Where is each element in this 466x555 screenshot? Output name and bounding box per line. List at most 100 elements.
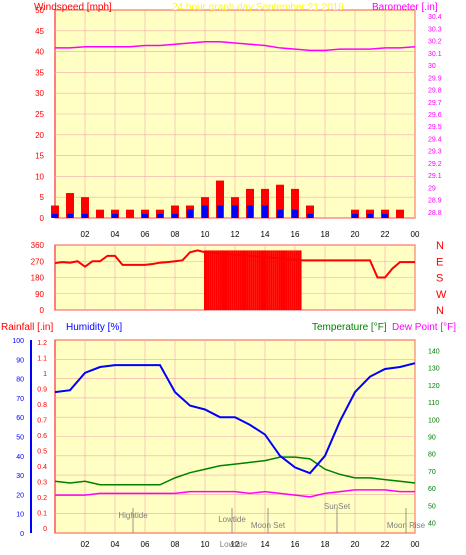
p2-left-tick-label: 360 (31, 241, 45, 250)
p1-right-tick-label: 29.2 (428, 161, 442, 168)
rainfall-tick-label: 0.8 (37, 402, 47, 409)
wind-speed-bar (52, 213, 58, 218)
temperature-tick-label: 110 (428, 400, 439, 407)
wind-speed-bar (352, 213, 358, 218)
wind-gust-bar (51, 205, 59, 218)
wind-speed-bar (202, 205, 208, 218)
wind-speed-bar (187, 209, 193, 218)
panel2-series (54, 249, 415, 310)
temperature-tick-label: 120 (428, 383, 440, 390)
p1-right-tick-label: 28.9 (428, 198, 442, 205)
p1-right-tick-label: 29.8 (428, 88, 442, 95)
wind-speed-bar (232, 205, 238, 218)
p1-right-tick-label: 29.7 (428, 100, 442, 107)
panel3-ticks: 02 04 06 08 10 12 14 16 18 20 22 000102030405060708… (12, 338, 439, 549)
p1-right-tick-label: 29.4 (428, 136, 442, 143)
rainfall-tick-label: 1 (43, 371, 47, 378)
rainfall-tick-label: 1.1 (37, 356, 47, 363)
graph-title: 24 hour graph day September 21 2019 (172, 2, 344, 13)
astro-marker-label: Lowtide (220, 540, 248, 549)
temperature-tick-label: 80 (428, 452, 436, 459)
temperature-tick-label: 70 (428, 469, 436, 476)
astro-marker-label: Lowtide (218, 515, 246, 524)
astro-marker-label: SunSet (324, 502, 351, 511)
p3-xtick-label: 10 (201, 540, 210, 549)
p1-left-tick-label: 30 (35, 89, 44, 98)
p1-right-tick-label: 28.8 (428, 210, 442, 217)
wind-gust-bar (246, 188, 254, 218)
wind-gust-bar (171, 205, 179, 218)
p1-xtick-label: 08 (171, 230, 180, 239)
humidity-tick-label: 30 (16, 473, 24, 480)
p3-xtick-label: 22 (381, 540, 390, 549)
p2-left-tick-label: 180 (31, 274, 45, 283)
p1-xtick-label: 04 (111, 230, 120, 239)
humidity-tick-label: 10 (16, 512, 24, 519)
p3-xtick-label: 04 (111, 540, 120, 549)
panel3-grid (30, 339, 416, 534)
p1-right-tick-label: 29.5 (428, 124, 442, 131)
p2-compass-label: W (436, 289, 447, 301)
p1-xtick-label: 16 (291, 230, 300, 239)
p3-xtick-label: 16 (291, 540, 300, 549)
wind-speed-bar (82, 213, 88, 218)
p1-left-tick-label: 40 (35, 48, 44, 57)
astro-marker-label: Moon Rise (387, 521, 426, 530)
rainfall-tick-label: 0.5 (37, 449, 47, 456)
rainfall-tick-label: 0.3 (37, 480, 47, 487)
p2-compass-label: N (436, 305, 444, 317)
p1-xtick-label: 14 (261, 230, 270, 239)
windspeed-axis-label: Windspeed [mph] (34, 2, 112, 13)
wind-gust-bar (126, 209, 134, 218)
p1-left-tick-label: 5 (40, 193, 45, 202)
temperature-tick-label: 140 (428, 348, 440, 355)
humidity-tick-label: 60 (16, 415, 24, 422)
wind-speed-bar (112, 213, 118, 218)
wind-gust-bar (216, 180, 224, 218)
p1-xtick-label: 20 (351, 230, 360, 239)
p1-right-tick-label: 30 (428, 63, 436, 70)
temperature-tick-label: 50 (428, 503, 436, 510)
dewpoint-axis-label: Dew Point [°F] (392, 322, 456, 333)
wind-speed-bar (157, 213, 163, 218)
wind-direction-panel: 0 N 90 W 180 S 270 E 360 N (31, 240, 447, 317)
p1-xtick-label: 12 (231, 230, 240, 239)
p2-compass-label: S (436, 273, 443, 285)
rainfall-tick-label: 0.4 (37, 464, 47, 471)
p1-xtick-label: 06 (141, 230, 150, 239)
wind-gust-bar (306, 205, 314, 218)
p2-left-tick-label: 90 (35, 290, 44, 299)
temperature-line (54, 456, 416, 486)
rainfall-axis-label: Rainfall [.in] (1, 322, 53, 333)
panel1-series (51, 41, 416, 218)
humidity-tick-label: 50 (16, 435, 24, 442)
rainfall-tick-label: 0.7 (37, 418, 47, 425)
wind-speed-bar (217, 205, 223, 218)
astro-marker-label: Moon Set (251, 521, 286, 530)
wind-gust-bar (96, 209, 104, 218)
humidity-temperature-panel: 02 04 06 08 10 12 14 16 18 20 22 000102030405060708… (1, 322, 456, 549)
rainfall-tick-label: 0 (43, 526, 47, 533)
rainfall-tick-label: 0.1 (37, 511, 47, 518)
wind-gust-bar (66, 193, 74, 218)
p1-left-tick-label: 15 (35, 152, 44, 161)
wind-direction-line (54, 249, 415, 279)
barometer-line (55, 41, 416, 52)
p1-right-tick-label: 29 (428, 185, 436, 192)
p1-right-tick-label: 30.4 (428, 14, 442, 21)
p1-left-tick-label: 10 (35, 172, 44, 181)
humidity-tick-label: 100 (12, 338, 24, 345)
rainfall-tick-label: 0.2 (37, 495, 47, 502)
p1-xtick-label: 00 (411, 230, 420, 239)
p1-right-tick-label: 30.3 (428, 26, 442, 33)
temperature-tick-label: 40 (428, 521, 436, 528)
humidity-tick-label: 40 (16, 454, 24, 461)
p3-xtick-label: 08 (171, 540, 180, 549)
humidity-tick-label: 90 (16, 357, 24, 364)
wind-speed-bar (172, 213, 178, 218)
wind-gust-bar (261, 188, 269, 218)
p1-xtick-label: 10 (201, 230, 210, 239)
wind-speed-bar (292, 209, 298, 218)
temperature-tick-label: 130 (428, 366, 440, 373)
wind-gust-bar (276, 184, 284, 218)
